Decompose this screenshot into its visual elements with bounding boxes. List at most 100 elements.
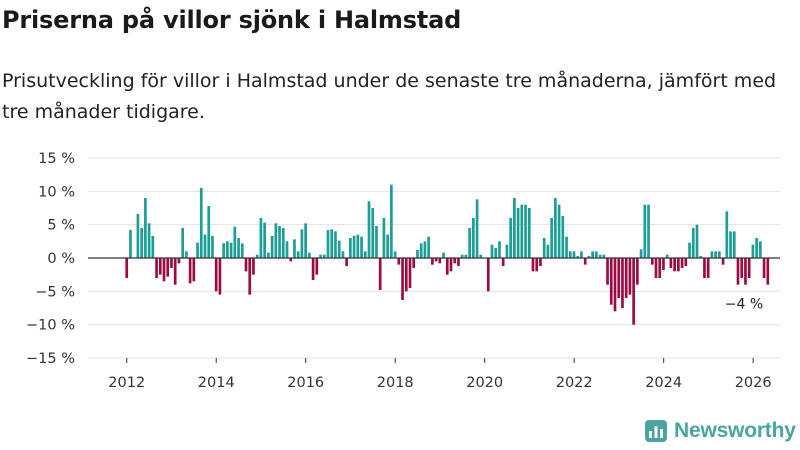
bar — [427, 236, 430, 258]
bar — [337, 240, 341, 258]
bar — [647, 204, 650, 258]
bar — [501, 258, 505, 266]
bar — [535, 258, 539, 272]
bar — [170, 258, 173, 268]
bar — [214, 258, 218, 292]
bar — [278, 226, 281, 258]
bar — [155, 258, 158, 278]
x-tick-label: 2014 — [198, 375, 235, 391]
bar — [453, 258, 457, 264]
newsworthy-logo-text: Newsworthy — [674, 419, 796, 442]
bar — [199, 188, 203, 258]
bar — [688, 242, 691, 258]
bar — [140, 228, 143, 258]
bar — [550, 218, 553, 258]
bar — [438, 258, 442, 264]
bar — [587, 256, 591, 258]
bar — [330, 229, 334, 258]
bar — [296, 251, 300, 258]
bar — [334, 231, 337, 258]
bar — [252, 258, 255, 275]
bar — [226, 241, 229, 258]
bar — [442, 252, 445, 258]
bar — [207, 206, 211, 258]
bar — [725, 211, 729, 258]
bar — [289, 258, 293, 262]
bar — [263, 222, 266, 258]
bar — [412, 258, 416, 268]
bar — [181, 228, 184, 258]
bar — [375, 226, 378, 258]
bar — [472, 218, 475, 258]
bar — [319, 254, 322, 258]
bar — [695, 224, 699, 258]
bar — [185, 251, 188, 258]
bar — [457, 258, 460, 266]
bar — [479, 254, 483, 258]
bar — [393, 251, 397, 258]
bar — [609, 258, 613, 305]
bar — [740, 258, 744, 278]
bar — [308, 252, 311, 258]
bar — [229, 242, 233, 258]
bar — [557, 204, 561, 258]
bar — [144, 198, 147, 258]
bar — [255, 254, 259, 258]
bar — [125, 258, 129, 278]
bar — [643, 204, 647, 258]
bar — [475, 199, 479, 258]
bar — [300, 229, 304, 258]
newsworthy-logo[interactable]: Newsworthy — [644, 419, 796, 443]
bar — [378, 258, 382, 290]
bar — [736, 258, 740, 285]
bar-series — [125, 184, 770, 325]
bar — [524, 204, 527, 258]
bar — [576, 256, 580, 258]
bar — [554, 198, 557, 258]
y-tick-label: 5 % — [47, 218, 75, 234]
bar — [233, 226, 237, 258]
bar — [583, 258, 587, 265]
bar — [639, 249, 643, 258]
x-tick-label: 2020 — [466, 375, 503, 391]
bar — [240, 243, 244, 258]
bar — [624, 258, 628, 298]
bar — [151, 236, 155, 258]
bar — [755, 238, 758, 258]
bar — [464, 254, 468, 258]
bar — [744, 258, 747, 285]
bar — [293, 239, 296, 258]
bar — [129, 230, 132, 258]
bar — [766, 258, 770, 285]
bar — [665, 254, 669, 258]
bar — [166, 258, 170, 277]
y-tick-label: −10 % — [26, 318, 75, 334]
chart-title: Priserna på villor sjönk i Halmstad — [2, 6, 462, 34]
bar — [371, 208, 375, 258]
bar — [595, 251, 598, 258]
bar — [684, 258, 688, 266]
y-tick-label: 0 % — [47, 251, 75, 267]
bar — [654, 258, 658, 278]
bar — [326, 230, 330, 258]
bar — [531, 258, 535, 272]
bar — [632, 258, 635, 325]
last-value-label: −4 % — [725, 297, 763, 313]
x-tick-label: 2024 — [645, 375, 682, 391]
bar — [662, 258, 665, 270]
bar — [177, 258, 181, 264]
bar — [192, 258, 196, 282]
bar — [270, 236, 274, 258]
bar — [449, 258, 453, 272]
bar — [423, 241, 427, 258]
bar — [494, 248, 498, 258]
bar — [751, 244, 755, 258]
bar — [747, 258, 751, 278]
bar — [248, 258, 252, 295]
bar — [598, 254, 602, 258]
bar — [721, 258, 725, 265]
gridlines — [88, 157, 780, 359]
bar — [434, 258, 438, 262]
bar — [468, 228, 471, 258]
